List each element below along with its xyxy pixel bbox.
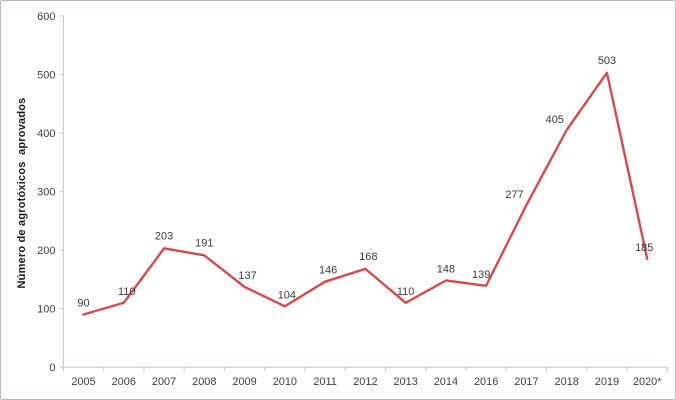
x-tick-label: 2009 [232,376,256,388]
data-point-label: 90 [77,298,89,310]
y-tick-label: 300 [37,187,55,199]
data-point-label: 137 [238,270,256,282]
x-tick-label: 2018 [555,376,579,388]
x-tick-label: 2016 [474,376,498,388]
y-tick-label: 100 [37,304,55,316]
data-point-label: 503 [598,55,616,67]
data-point-label: 277 [505,189,523,201]
x-tick-label: 2014 [434,376,458,388]
data-point-label: 146 [319,265,337,277]
x-tick-label: 2012 [353,376,377,388]
y-tick-label: 400 [37,128,55,140]
y-axis-title: Número de agrotóxicos aprovados [16,97,28,289]
x-tick-label: 2005 [71,376,95,388]
data-point-label: 168 [359,251,377,263]
data-point-label: 148 [437,264,455,276]
x-tick-label: 2011 [313,376,337,388]
data-point-label: 104 [278,289,296,301]
x-tick-label: 2013 [393,376,417,388]
y-tick-label: 200 [37,245,55,257]
x-tick-label: 2006 [112,376,136,388]
x-tick-label: 2010 [273,376,297,388]
y-tick-label: 500 [37,69,55,81]
x-tick-label: 2008 [192,376,216,388]
data-point-label: 110 [397,286,414,298]
y-tick-label: 600 [37,11,55,23]
x-tick-label: 2017 [514,376,538,388]
data-point-label: 203 [155,230,173,242]
data-point-label: 185 [635,242,653,254]
x-tick-label: 2020* [633,376,662,388]
data-point-label: 405 [546,114,564,126]
data-point-label: 191 [195,237,213,249]
data-series-line [82,71,649,316]
data-point-label: 139 [472,269,490,281]
x-tick-label: 2019 [595,376,619,388]
x-tick-label: 2007 [152,376,176,388]
data-point-label: 110 [118,286,135,298]
y-tick-label: 0 [49,362,55,374]
